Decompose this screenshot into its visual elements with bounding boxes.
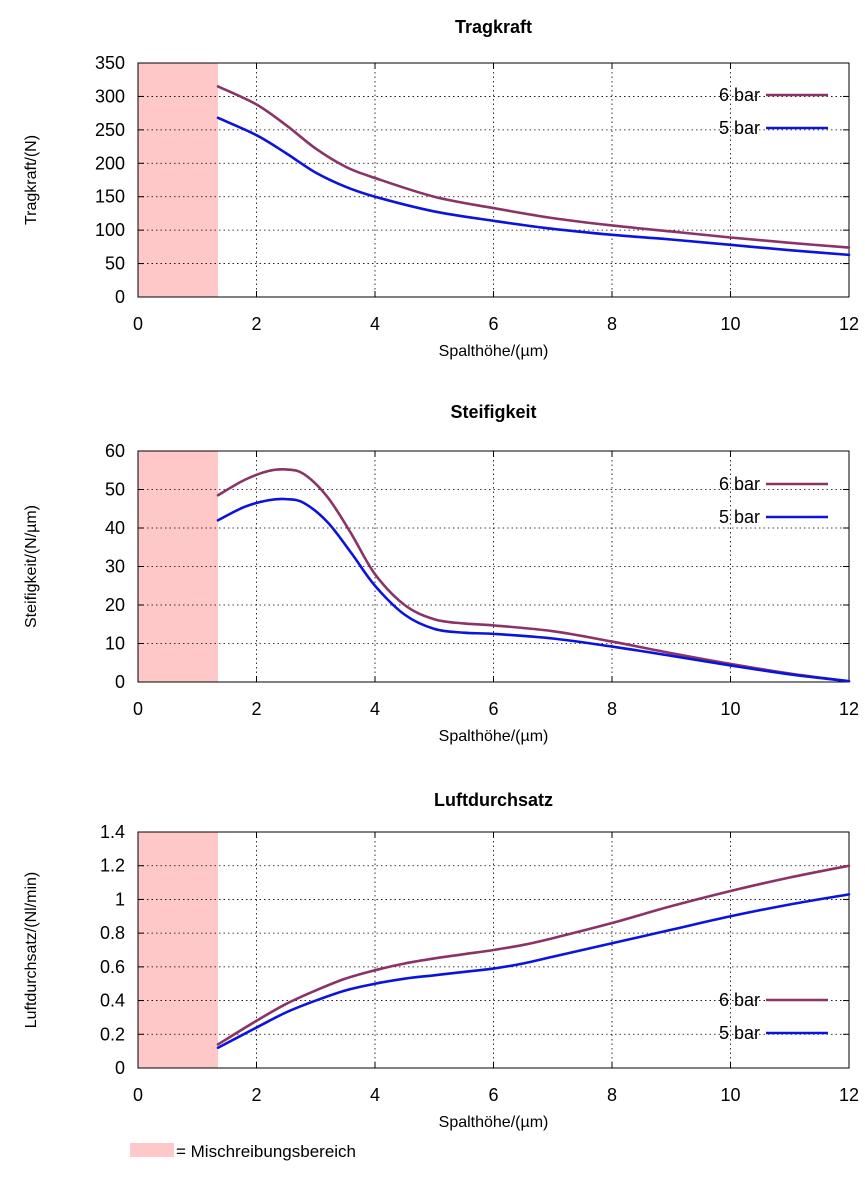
- x-tick-label: 2: [251, 314, 261, 334]
- x-axis-label: Spalthöhe/(µm): [439, 1114, 549, 1131]
- y-tick-label: 50: [105, 480, 125, 500]
- chart-title: Luftdurchsatz: [434, 790, 553, 810]
- x-tick-label: 12: [839, 1085, 859, 1105]
- y-tick-label: 0.8: [100, 923, 125, 943]
- y-tick-label: 30: [105, 557, 125, 577]
- x-tick-label: 0: [133, 1085, 143, 1105]
- mixed-friction-region: [138, 451, 218, 682]
- y-tick-label: 1.4: [100, 822, 125, 842]
- y-tick-label: 1: [115, 889, 125, 909]
- x-tick-label: 8: [607, 314, 617, 334]
- legend-label: 6 bar: [719, 474, 760, 494]
- x-axis-label: Spalthöhe/(µm): [439, 728, 549, 745]
- chart-0: 0 2 4 6 8 10 12 0 50 100 150 200 250 300 350 Tragkraft S…: [23, 17, 859, 360]
- y-tick-label: 60: [105, 441, 125, 461]
- y-tick-label: 0: [115, 287, 125, 307]
- x-tick-label: 2: [251, 1085, 261, 1105]
- y-tick-label: 1.2: [100, 856, 125, 876]
- y-tick-label: 50: [105, 254, 125, 274]
- y-tick-label: 20: [105, 595, 125, 615]
- x-tick-label: 4: [370, 1085, 380, 1105]
- x-tick-label: 4: [370, 699, 380, 719]
- chart-title: Tragkraft: [455, 17, 532, 37]
- y-tick-label: 350: [95, 53, 125, 73]
- y-axis-label: Steifigkeit/(N/µm): [23, 505, 40, 628]
- y-tick-label: 0.6: [100, 957, 125, 977]
- mixed-friction-swatch: [130, 1143, 174, 1157]
- footer-legend: = Mischreibungsbereich: [130, 1142, 356, 1161]
- legend-label: 5 bar: [719, 1023, 760, 1043]
- series-line-6-bar: [216, 864, 851, 1046]
- y-axis-label: Luftdurchsatz/(Nl/min): [23, 872, 40, 1029]
- y-tick-label: 0.4: [100, 991, 125, 1011]
- y-tick-label: 0: [115, 1058, 125, 1078]
- x-tick-label: 10: [720, 314, 740, 334]
- legend-label: 5 bar: [719, 118, 760, 138]
- y-tick-label: 250: [95, 120, 125, 140]
- x-tick-label: 4: [370, 314, 380, 334]
- y-axis-label: Tragkraft/(N): [23, 135, 40, 225]
- legend-label: 5 bar: [719, 507, 760, 527]
- x-tick-label: 6: [488, 699, 498, 719]
- x-tick-label: 0: [133, 699, 143, 719]
- x-tick-label: 6: [488, 314, 498, 334]
- x-tick-label: 6: [488, 1085, 498, 1105]
- chart-1: 0 2 4 6 8 10 12 0 10 20 30 40 50 60 Steifigkeit Spalthö…: [23, 402, 859, 745]
- series-line-5-bar: [216, 893, 851, 1050]
- x-axis-label: Spalthöhe/(µm): [439, 343, 549, 360]
- x-tick-label: 10: [720, 699, 740, 719]
- x-tick-label: 12: [839, 314, 859, 334]
- x-tick-label: 0: [133, 314, 143, 334]
- footer-legend-text: = Mischreibungsbereich: [176, 1142, 356, 1161]
- x-tick-label: 8: [607, 1085, 617, 1105]
- x-tick-label: 12: [839, 699, 859, 719]
- series-line-5-bar: [216, 116, 851, 257]
- x-tick-label: 10: [720, 1085, 740, 1105]
- chart-2: 0 2 4 6 8 10 12 0 0.2 0.4 0.6 0.8 1 1.2 1.4 Luftdurchsa…: [23, 790, 859, 1131]
- y-tick-label: 40: [105, 518, 125, 538]
- series-line-6-bar: [216, 467, 851, 683]
- y-tick-label: 10: [105, 634, 125, 654]
- y-tick-label: 150: [95, 187, 125, 207]
- x-tick-label: 8: [607, 699, 617, 719]
- y-tick-label: 100: [95, 220, 125, 240]
- series-line-5-bar: [216, 497, 851, 683]
- y-tick-label: 0: [115, 672, 125, 692]
- legend-label: 6 bar: [719, 990, 760, 1010]
- y-tick-label: 300: [95, 86, 125, 106]
- mixed-friction-region: [138, 63, 218, 297]
- legend-label: 6 bar: [719, 85, 760, 105]
- y-tick-label: 0.2: [100, 1024, 125, 1044]
- series-line-6-bar: [216, 85, 851, 249]
- mixed-friction-region: [138, 832, 218, 1068]
- y-tick-label: 200: [95, 153, 125, 173]
- x-tick-label: 2: [251, 699, 261, 719]
- chart-title: Steifigkeit: [450, 402, 536, 422]
